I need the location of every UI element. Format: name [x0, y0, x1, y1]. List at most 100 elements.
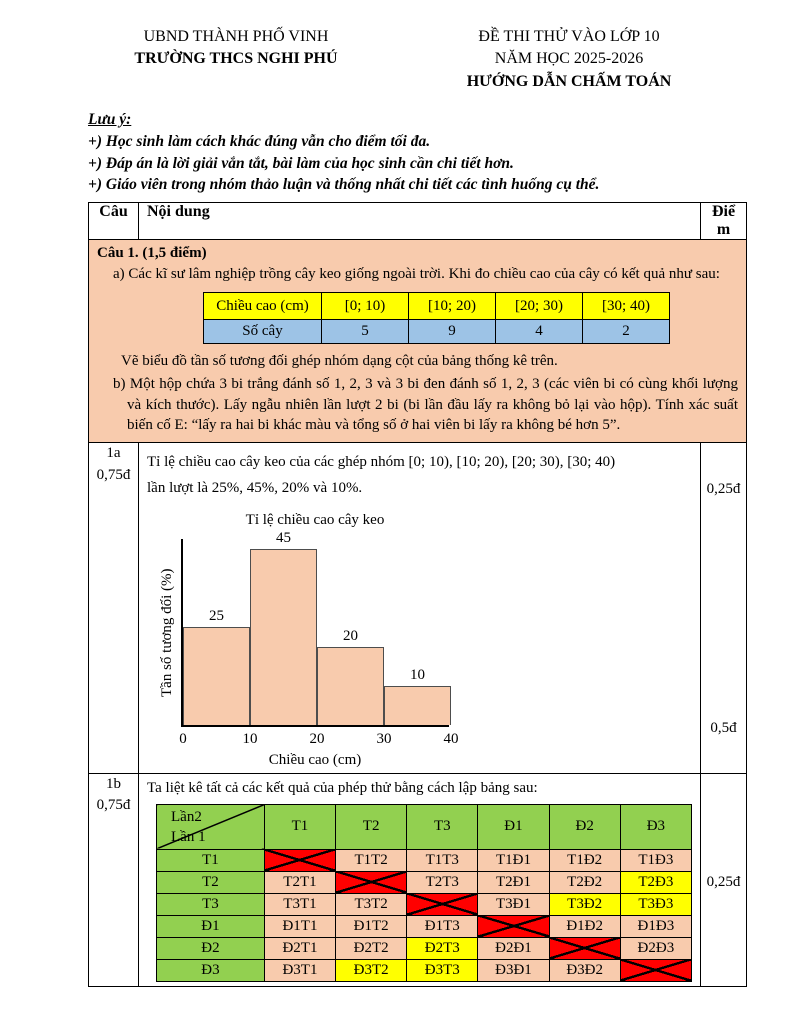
bar-value-label: 10	[410, 666, 425, 683]
question-1b-text: b) Một hộp chứa 3 bi trắng đánh số 1, 2,…	[113, 375, 738, 434]
interval-cell: [20; 30)	[495, 292, 583, 321]
x-tick-label: 20	[309, 730, 325, 747]
school-year: NĂM HỌC 2025-2026	[494, 50, 644, 68]
chart-x-axis-label: Chiều cao (cm)	[268, 751, 362, 768]
interval-cell: [0; 10)	[321, 292, 409, 321]
eliminated-cell	[548, 936, 621, 960]
notes-section: Lưu ý: +) Học sinh làm cách khác đúng vẫ…	[88, 109, 746, 196]
outcome-row: Đ3 Đ3T1 Đ3T2 Đ3T3 Đ3Đ1 Đ3Đ2	[156, 958, 693, 982]
chart-title: Tỉ lệ chiều cao cây keo	[245, 511, 385, 528]
event-outcome-cell: Đ2T3	[406, 936, 479, 960]
exam-title: ĐỀ THI THỬ VÀO LỚP 10	[478, 28, 660, 45]
answer-1a-text: Tỉ lệ chiều cao cây keo của các ghép nhó…	[147, 454, 616, 497]
outcome-cell: T2Đ2	[548, 870, 621, 894]
bar-value-label: 25	[209, 607, 224, 624]
event-outcome-cell: T3Đ2	[548, 892, 621, 916]
answer-1a-points: 0,25đ 0,5đ	[700, 442, 747, 774]
event-outcome-cell: T2Đ3	[619, 870, 693, 894]
histogram-bar	[384, 685, 451, 725]
outcome-row-header: Đ3	[156, 958, 265, 982]
grading-table: Câu Nội dung Điểm Câu 1. (1,5 điểm) a) C…	[88, 201, 747, 987]
outcome-cell: Đ3T1	[263, 958, 337, 982]
outcome-cell: Đ3Đ1	[477, 958, 550, 982]
outcome-row: Đ2 Đ2T1 Đ2T2 Đ2T3 Đ2Đ1 Đ2Đ3	[156, 936, 693, 960]
histogram-bar	[317, 646, 384, 725]
answer-1a-content: Tỉ lệ chiều cao cây keo của các ghép nhó…	[138, 442, 701, 774]
eliminated-cell	[406, 892, 479, 916]
column-header-noi-dung: Nội dung	[138, 201, 701, 240]
outcome-col-header: T3	[406, 803, 479, 850]
document-header: UBND THÀNH PHỐ VINH TRƯỜNG THCS NGHI PHÚ…	[0, 0, 792, 93]
count-cell: 2	[582, 319, 670, 345]
outcome-cell: Đ2Đ3	[619, 936, 693, 960]
outcome-row-header: T3	[156, 892, 265, 916]
eliminated-cell	[477, 914, 550, 938]
chart-plot-area: 25 45 20 10 0 10 20 30 40	[179, 530, 458, 747]
bar-value-label: 45	[276, 529, 291, 546]
question-1a-text: a) Các kĩ sư lâm nghiệp trồng cây keo gi…	[113, 265, 720, 282]
outcome-row: T2 T2T1 T2T3 T2Đ1 T2Đ2 T2Đ3	[156, 870, 693, 894]
points-value: 0,25đ	[706, 873, 741, 890]
histogram-bar	[250, 548, 317, 725]
answer-1a-row: 1a 0,75đ Tỉ lệ chiều cao cây keo của các…	[88, 442, 747, 774]
outcome-col-header: Đ2	[548, 803, 621, 850]
note-item: +) Giáo viên trong nhóm thảo luận và thố…	[88, 176, 600, 194]
answer-1b-row: 1b 0,75đ Ta liệt kê tất cả các kết quả c…	[88, 772, 747, 987]
corner-label-lan1: Lần 1	[171, 828, 206, 845]
outcome-cell: T3T2	[335, 892, 408, 916]
outcome-col-header: T2	[335, 803, 408, 850]
x-tick-label: 10	[242, 730, 258, 747]
question-1-title: Câu 1. (1,5 điểm)	[97, 244, 207, 261]
eliminated-cell	[335, 870, 408, 894]
outcome-cell: T2T3	[406, 870, 479, 894]
org-name: UBND THÀNH PHỐ VINH	[143, 28, 329, 45]
frequency-histogram: Tỉ lệ chiều cao cây keo Tần số tương đối…	[159, 512, 459, 769]
outcome-cell: T2Đ1	[477, 870, 550, 894]
outcome-cell: T2T1	[263, 870, 337, 894]
outcome-cell: T1T3	[406, 848, 479, 872]
outcome-cell: Đ1T1	[263, 914, 337, 938]
school-name: TRƯỜNG THCS NGHI PHÚ	[134, 50, 338, 68]
outcome-row-header: T1	[156, 848, 265, 872]
event-outcome-cell: Đ3T3	[406, 958, 479, 982]
outcome-col-header: Đ3	[619, 803, 693, 850]
outcome-row: T1 T1T2 T1T3 T1Đ1 T1Đ2 T1Đ3	[156, 848, 693, 872]
note-item: +) Học sinh làm cách khác đúng vẫn cho đ…	[88, 132, 431, 150]
x-tick-label: 40	[443, 730, 459, 747]
answer-1b-points: 0,25đ	[700, 772, 747, 987]
outcome-cell: T1Đ3	[619, 848, 693, 872]
grading-guide-title: HƯỚNG DẪN CHẤM TOÁN	[466, 72, 672, 90]
question-1a-task: Vẽ biểu đồ tần số tương đối ghép nhóm dạ…	[121, 353, 558, 370]
outcome-row-header: Đ1	[156, 914, 265, 938]
answer-1b-label: 1b 0,75đ	[88, 772, 139, 987]
eliminated-cell	[619, 958, 693, 982]
answer-1b-content: Ta liệt kê tất cả các kết quả của phép t…	[138, 772, 701, 987]
outcome-cell: T1T2	[335, 848, 408, 872]
outcome-cell: Đ2T1	[263, 936, 337, 960]
histogram-bar	[183, 626, 250, 725]
count-cell: 5	[321, 319, 409, 345]
height-frequency-table: Chiều cao (cm) [0; 10) [10; 20) [20; 30)…	[203, 292, 670, 345]
eliminated-cell	[263, 848, 337, 872]
outcome-cell: Đ2Đ1	[477, 936, 550, 960]
outcome-cell: T1Đ1	[477, 848, 550, 872]
grading-table-header-row: Câu Nội dung Điểm	[88, 201, 747, 240]
outcome-row-header: T2	[156, 870, 265, 894]
note-item: +) Đáp án là lời giải vắn tắt, bài làm c…	[88, 154, 514, 172]
outcome-cell: T3T1	[263, 892, 337, 916]
outcome-row: T3 T3T1 T3T2 T3Đ1 T3Đ2 T3Đ3	[156, 892, 693, 916]
answer-1b-intro: Ta liệt kê tất cả các kết quả của phép t…	[147, 779, 538, 796]
corner-label-lan2: Lần2	[171, 808, 202, 825]
school-header-block: UBND THÀNH PHỐ VINH TRƯỜNG THCS NGHI PHÚ	[86, 26, 386, 93]
outcome-row: Đ1 Đ1T1 Đ1T2 Đ1T3 Đ1Đ2 Đ1Đ3	[156, 914, 693, 938]
outcome-cell: Đ1Đ2	[548, 914, 621, 938]
outcome-cell: Đ1T3	[406, 914, 479, 938]
outcome-col-header: Đ1	[477, 803, 550, 850]
chart-body: Tần số tương đối (%) 25 45 20 10 0 10 20 30 40	[159, 530, 459, 747]
outcome-cell: T3Đ1	[477, 892, 550, 916]
outcome-cell: Đ1Đ3	[619, 914, 693, 938]
count-row: Số cây 5 9 4 2	[203, 319, 670, 345]
x-tick-label: 30	[376, 730, 392, 747]
points-value: 0,5đ	[710, 719, 737, 736]
